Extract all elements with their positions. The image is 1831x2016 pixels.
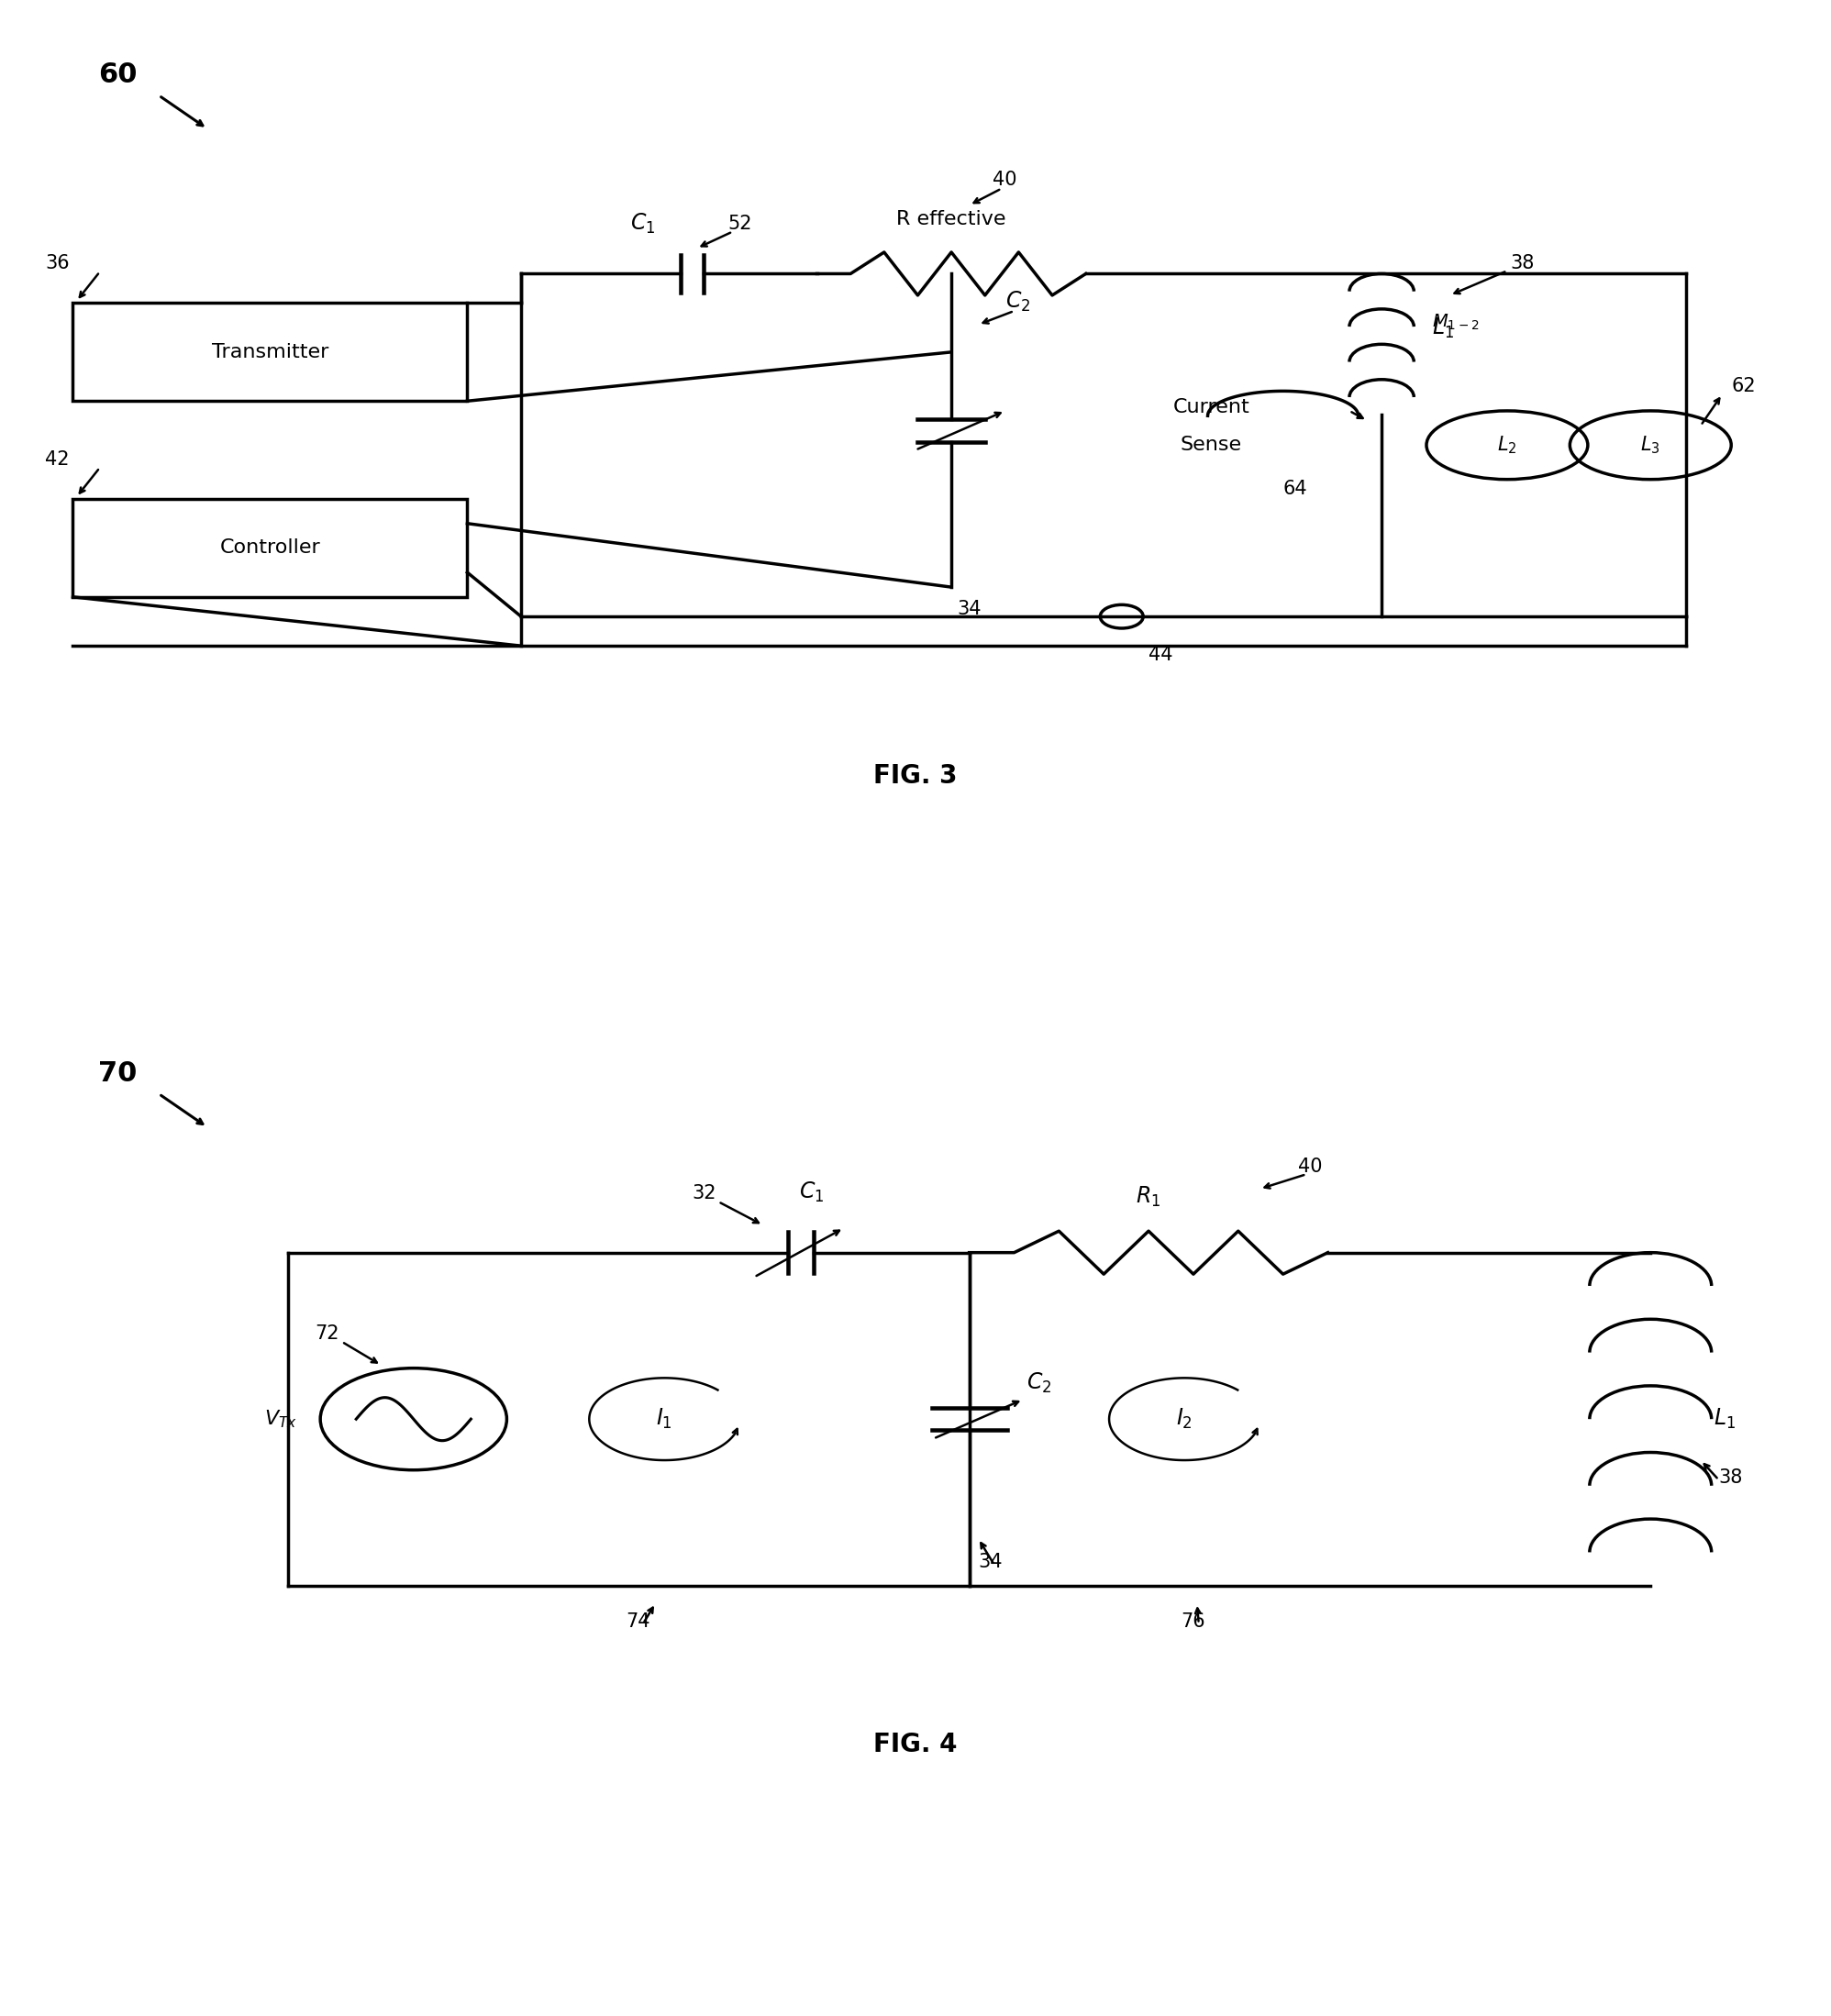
Text: 32: 32 [692,1183,716,1202]
Text: $C_2$: $C_2$ [1027,1371,1051,1395]
Text: FIG. 3: FIG. 3 [873,762,958,788]
Text: 62: 62 [1732,377,1756,395]
Text: 52: 52 [727,216,753,234]
Bar [73,500,467,597]
Text: 38: 38 [1511,254,1534,272]
Text: $L_2$: $L_2$ [1498,433,1516,456]
Text: 76: 76 [1181,1613,1205,1631]
Text: 34: 34 [958,601,981,619]
Text: $L_1$: $L_1$ [1432,317,1454,341]
Text: $L_1$: $L_1$ [1714,1407,1736,1431]
Text: 64: 64 [1284,480,1307,498]
Text: $I_1$: $I_1$ [655,1407,672,1431]
Text: 38: 38 [1719,1468,1743,1486]
Bar [73,302,467,401]
Text: R effective: R effective [897,210,1007,228]
Text: 42: 42 [46,450,70,468]
Text: $I_2$: $I_2$ [1176,1407,1192,1431]
Text: 40: 40 [992,171,1018,190]
Text: 74: 74 [626,1613,650,1631]
Text: Controller: Controller [220,538,320,556]
Text: $C_1$: $C_1$ [630,212,655,236]
Text: $V_{Tx}$: $V_{Tx}$ [264,1409,297,1429]
Text: $C_1$: $C_1$ [798,1181,824,1204]
Text: 36: 36 [46,254,70,272]
Text: FIG. 4: FIG. 4 [873,1732,958,1758]
Text: 70: 70 [99,1060,137,1087]
Text: 72: 72 [315,1325,339,1343]
Text: $M_{1-2}$: $M_{1-2}$ [1432,312,1479,333]
Text: $R_1$: $R_1$ [1135,1185,1161,1210]
Text: 34: 34 [978,1552,1003,1572]
Text: 44: 44 [1148,645,1174,663]
Text: Transmitter: Transmitter [212,343,328,361]
Text: 40: 40 [1298,1157,1322,1175]
Text: Sense: Sense [1181,435,1241,454]
Text: $C_2$: $C_2$ [1005,290,1031,314]
Text: $L_3$: $L_3$ [1641,433,1661,456]
Text: Current: Current [1174,397,1251,417]
Text: 60: 60 [99,62,137,89]
